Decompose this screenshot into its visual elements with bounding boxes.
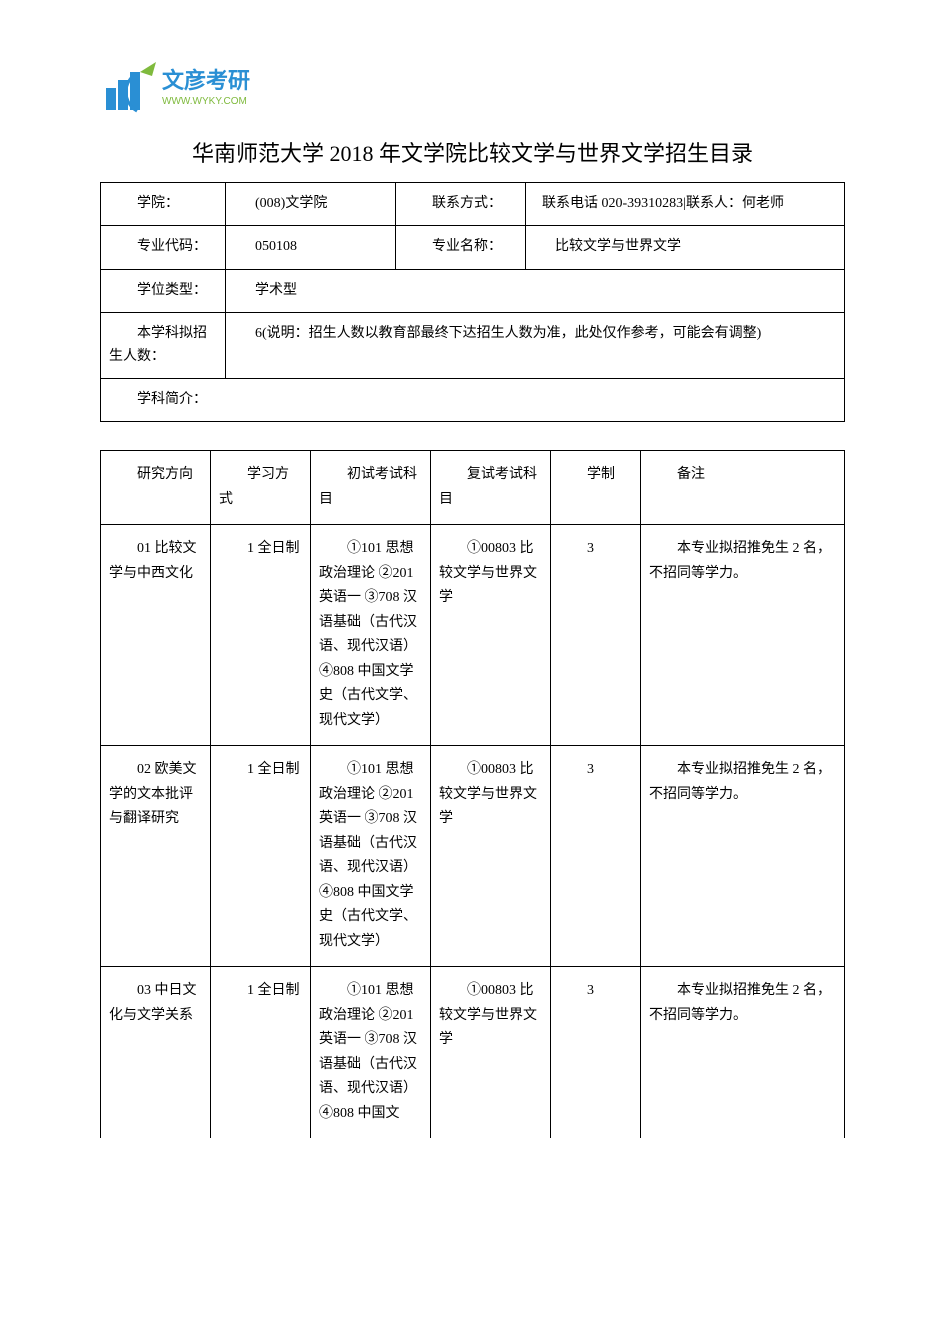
enroll-value: 6(说明：招生人数以教育部最终下达招生人数为准，此处仅作参考，可能会有调整): [226, 313, 845, 379]
logo-brand-text: 文彦考研: [162, 68, 250, 93]
dir-direction: 03 中日文化与文学关系: [109, 979, 202, 1028]
dir-row: 03 中日文化与文学关系 1 全日制 ①101 思想政治理论 ②201 英语一 …: [101, 967, 845, 1139]
logo-area: 文彦考研 WWW.WYKY.COM: [100, 58, 845, 118]
dir-retest: ①00803 比较文学与世界文学: [439, 758, 542, 832]
dir-remark: 本专业拟招推免生 2 名，不招同等学力。: [649, 979, 836, 1028]
dir-mode: 1 全日制: [211, 525, 311, 746]
dir-retest: ①00803 比较文学与世界文学: [439, 537, 542, 611]
dir-header-direction: 研究方向: [101, 451, 211, 525]
dir-retest: ①00803 比较文学与世界文学: [439, 979, 542, 1053]
dir-header-remark: 备注: [641, 451, 845, 525]
dir-header-years: 学制: [551, 451, 641, 525]
major-code-value: 050108: [226, 226, 396, 269]
dir-header-prelim: 初试考试科目: [319, 463, 422, 512]
major-name-value: 比较文学与世界文学: [526, 226, 845, 269]
dir-row: 01 比较文学与中西文化 1 全日制 ①101 思想政治理论 ②201 英语一 …: [101, 525, 845, 746]
dir-prelim: ①101 思想政治理论 ②201 英语一 ③708 汉语基础（古代汉语、现代汉语…: [319, 758, 422, 954]
info-row-enroll: 本学科拟招生人数： 6(说明：招生人数以教育部最终下达招生人数为准，此处仅作参考…: [101, 313, 845, 379]
info-row-college: 学院： (008)文学院 联系方式： 联系电话 020-39310283|联系人…: [101, 183, 845, 226]
direction-table: 研究方向 学习方式 初试考试科目 复试考试科目 学制 备注 01 比较文学与中西…: [100, 450, 845, 1138]
dir-direction: 02 欧美文学的文本批评与翻译研究: [109, 758, 202, 832]
info-row-major: 专业代码： 050108 专业名称： 比较文学与世界文学: [101, 226, 845, 269]
dir-header-row: 研究方向 学习方式 初试考试科目 复试考试科目 学制 备注: [101, 451, 845, 525]
intro-label: 学科简介：: [101, 378, 845, 421]
dir-years: 3: [551, 525, 641, 746]
page-title: 华南师范大学 2018 年文学院比较文学与世界文学招生目录: [100, 136, 845, 168]
major-code-label: 专业代码：: [101, 226, 226, 269]
info-table: 学院： (008)文学院 联系方式： 联系电话 020-39310283|联系人…: [100, 182, 845, 422]
dir-mode: 1 全日制: [211, 746, 311, 967]
contact-label: 联系方式：: [396, 183, 526, 226]
dir-row: 02 欧美文学的文本批评与翻译研究 1 全日制 ①101 思想政治理论 ②201…: [101, 746, 845, 967]
dir-header-mode: 学习方式: [211, 451, 311, 525]
dir-years: 3: [551, 746, 641, 967]
dir-prelim: ①101 思想政治理论 ②201 英语一 ③708 汉语基础（古代汉语、现代汉语…: [319, 979, 422, 1126]
dir-years: 3: [551, 967, 641, 1139]
dir-remark: 本专业拟招推免生 2 名，不招同等学力。: [649, 758, 836, 807]
dir-direction: 01 比较文学与中西文化: [109, 537, 202, 586]
brand-logo: 文彦考研 WWW.WYKY.COM: [100, 58, 270, 118]
dir-prelim: ①101 思想政治理论 ②201 英语一 ③708 汉语基础（古代汉语、现代汉语…: [319, 537, 422, 733]
college-label: 学院：: [101, 183, 226, 226]
dir-remark: 本专业拟招推免生 2 名，不招同等学力。: [649, 537, 836, 586]
logo-url-text: WWW.WYKY.COM: [162, 96, 247, 107]
major-name-label: 专业名称：: [396, 226, 526, 269]
dir-mode: 1 全日制: [211, 967, 311, 1139]
info-row-intro: 学科简介：: [101, 378, 845, 421]
contact-value: 联系电话 020-39310283|联系人：何老师: [526, 183, 845, 226]
college-value: (008)文学院: [226, 183, 396, 226]
degree-type-value: 学术型: [226, 269, 845, 312]
dir-header-retest: 复试考试科目: [439, 463, 542, 512]
enroll-label: 本学科拟招生人数：: [109, 323, 217, 368]
degree-type-label: 学位类型：: [101, 269, 226, 312]
info-row-degree: 学位类型： 学术型: [101, 269, 845, 312]
